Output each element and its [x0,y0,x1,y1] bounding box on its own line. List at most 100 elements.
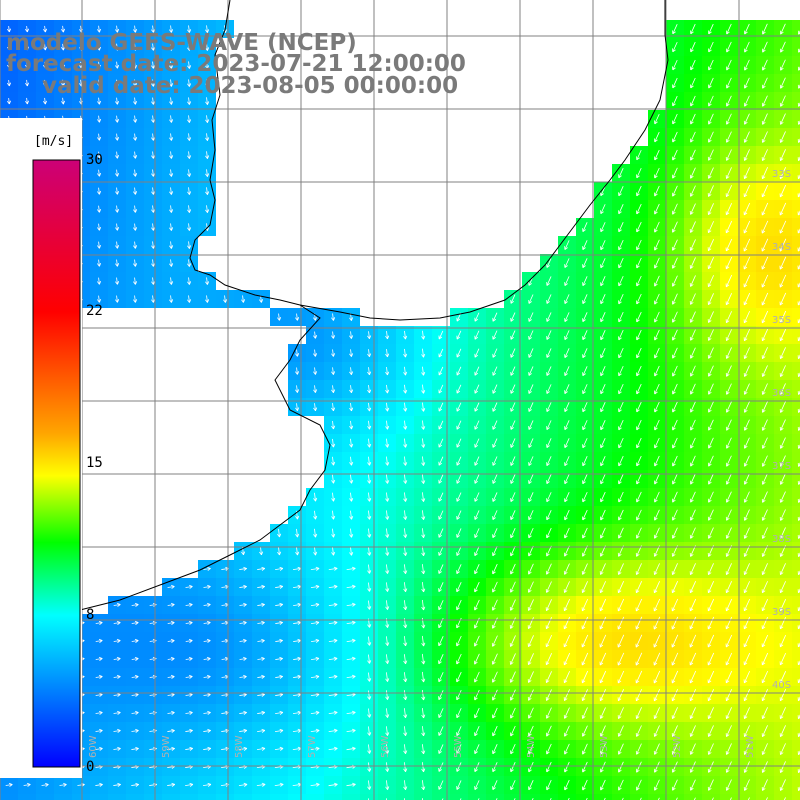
longitude-label: 53W [599,735,610,758]
wind-cell [792,560,800,578]
wind-cell [720,794,738,800]
colorbar-gradient [32,159,81,768]
wind-cell [270,794,288,800]
wind-cell [306,794,324,800]
longitude-label: 56W [380,735,391,758]
wind-arrow [690,23,696,35]
wind-cell [486,794,504,800]
wind-cell [540,794,558,800]
longitude-label: 52W [672,735,683,758]
longitude-label: 60W [88,735,99,758]
wind-cell [756,794,774,800]
colorbar-unit: [m/s] [34,134,74,149]
wind-cell [792,344,800,362]
wind-arrow [97,25,102,33]
wind-cell [792,596,800,614]
wind-cell [684,794,702,800]
wind-cell [198,794,216,800]
wind-cell [792,110,800,128]
wind-cell [522,794,540,800]
wind-cell [792,434,800,452]
longitude-label: 54W [526,735,537,758]
wind-cell [792,722,800,740]
wind-cell [432,794,450,800]
title-line-valid-date: valid date: 2023-08-05 00:00:00 [42,73,459,99]
wind-cell [396,794,414,800]
wind-cell [234,794,252,800]
wind-arrow [151,25,156,33]
wind-cell [792,668,800,686]
wind-cell [792,254,800,272]
wind-cell [576,794,594,800]
wind-arrow [169,25,174,33]
wind-cell [792,380,800,398]
wind-arrow [205,25,210,33]
wind-cell [792,416,800,434]
wind-cell [18,794,36,800]
wind-cell [450,794,468,800]
wind-cell [72,794,90,800]
wind-cell [54,794,72,800]
wind-cell [612,794,630,800]
wind-cell [792,362,800,380]
wind-cell [792,272,800,290]
wind-cell [792,452,800,470]
wind-cell [738,794,756,800]
wind-arrow [672,23,678,35]
wind-cell [792,92,800,110]
wind-cell [792,488,800,506]
wind-cell [378,794,396,800]
wind-cell [792,290,800,308]
wind-cell [252,794,270,800]
wind-cell [792,128,800,146]
colorbar-tick-22: 22 [86,303,103,319]
wind-cell [702,794,720,800]
wind-cell [792,650,800,668]
wind-cell [792,146,800,164]
wind-cell [792,308,800,326]
wind-cell [504,794,522,800]
wind-cell [792,236,800,254]
wind-cell [468,794,486,800]
wind-arrow [187,25,192,33]
latitude-label: 35S [772,315,791,326]
wind-cell [594,794,612,800]
wind-arrow [6,26,12,33]
wind-cell [792,326,800,344]
wind-cell [792,20,800,38]
colorbar-tick-30: 30 [86,152,103,168]
wind-cell [126,794,144,800]
wind-arrow [744,23,750,35]
wind-cell [414,794,432,800]
latitude-label: 38S [772,534,791,545]
wind-cell [792,740,800,758]
wind-cell [792,74,800,92]
longitude-label: 58W [234,735,245,758]
latitude-label: 37S [772,461,791,472]
wind-cell [342,794,360,800]
wind-speed-cells [0,20,800,800]
colorbar-tick-8: 8 [86,607,95,623]
wind-arrow [708,23,714,35]
colorbar-tick-15: 15 [86,455,103,471]
wind-cell [774,794,792,800]
wind-cell [792,218,800,236]
longitude-label: 51W [745,735,756,758]
wind-cell [180,794,198,800]
wind-cell [792,578,800,596]
longitude-label: 59W [161,735,172,758]
wind-cell [162,794,180,800]
longitude-label: 55W [453,735,464,758]
wind-cell [792,686,800,704]
wind-cell [144,794,162,800]
wind-cell [792,758,800,776]
wind-arrow [6,44,12,51]
wind-cell [0,794,18,800]
wind-cell [792,794,800,800]
wind-cell [792,200,800,218]
wind-cell [792,506,800,524]
wind-cell [792,182,800,200]
wind-cell [792,632,800,650]
wind-cell [666,794,684,800]
wind-cell [630,794,648,800]
